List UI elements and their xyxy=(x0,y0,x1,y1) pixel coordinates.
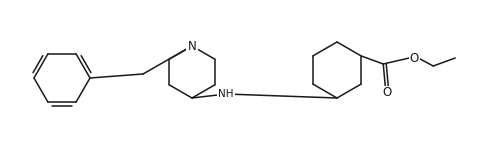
Text: N: N xyxy=(188,40,196,52)
Text: O: O xyxy=(382,87,392,100)
Text: NH: NH xyxy=(218,89,234,99)
Text: O: O xyxy=(410,52,419,64)
